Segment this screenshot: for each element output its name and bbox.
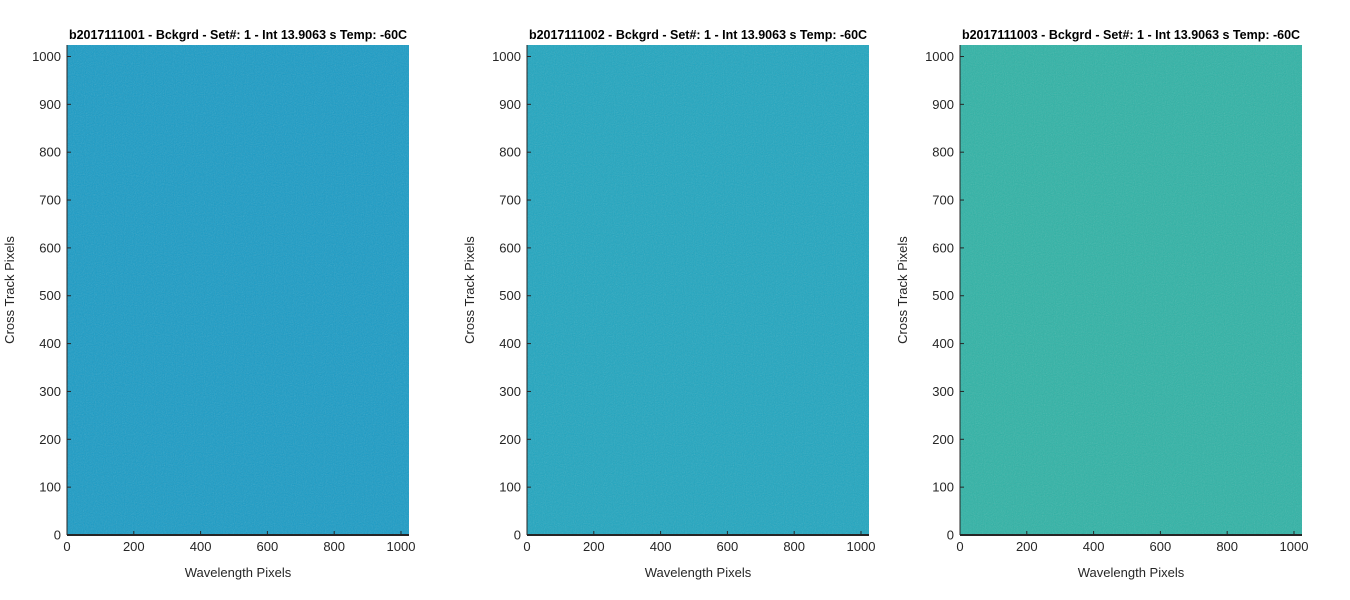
y-tick-label: 900 [932,97,954,112]
y-tick-label: 300 [932,384,954,399]
y-tick-label: 700 [932,193,954,208]
y-tick-label: 200 [499,432,521,447]
x-tick-label: 400 [1083,539,1105,554]
x-tick-label: 400 [190,539,212,554]
y-tick-label: 700 [499,193,521,208]
y-tick-label: 500 [39,288,61,303]
x-tick-label: 1000 [847,539,876,554]
y-tick-label: 1000 [492,49,521,64]
x-tick-label: 0 [63,539,70,554]
x-tick-label: 800 [1216,539,1238,554]
chart-title: b2017111002 - Bckgrd - Set#: 1 - Int 13.… [529,28,867,42]
y-axis-label: Cross Track Pixels [2,236,17,344]
x-tick-label: 0 [956,539,963,554]
y-tick-label: 400 [39,336,61,351]
y-tick-label: 500 [932,288,954,303]
y-tick-label: 900 [39,97,61,112]
y-tick-label: 0 [54,528,61,543]
y-axis-label: Cross Track Pixels [462,236,477,344]
y-tick-label: 500 [499,288,521,303]
y-tick-label: 200 [932,432,954,447]
y-tick-label: 600 [39,240,61,255]
y-tick-label: 800 [39,145,61,160]
y-tick-label: 400 [499,336,521,351]
heatmap-noise [67,45,409,535]
x-axis-label: Wavelength Pixels [1078,565,1185,580]
y-axis-label: Cross Track Pixels [895,236,910,344]
y-tick-label: 100 [39,480,61,495]
y-tick-label: 800 [499,145,521,160]
y-tick-label: 900 [499,97,521,112]
y-tick-label: 300 [499,384,521,399]
chart-title: b2017111003 - Bckgrd - Set#: 1 - Int 13.… [962,28,1300,42]
y-tick-label: 0 [947,528,954,543]
y-tick-label: 0 [514,528,521,543]
y-tick-label: 400 [932,336,954,351]
y-tick-label: 600 [499,240,521,255]
y-tick-label: 100 [499,480,521,495]
y-tick-label: 300 [39,384,61,399]
y-tick-label: 700 [39,193,61,208]
y-tick-label: 1000 [32,49,61,64]
x-tick-label: 200 [123,539,145,554]
x-tick-label: 800 [323,539,345,554]
x-tick-label: 400 [650,539,672,554]
heatmap-noise [960,45,1302,535]
chart-title: b2017111001 - Bckgrd - Set#: 1 - Int 13.… [69,28,407,42]
y-tick-label: 800 [932,145,954,160]
x-tick-label: 200 [1016,539,1038,554]
x-tick-label: 600 [1150,539,1172,554]
y-tick-label: 200 [39,432,61,447]
x-tick-label: 200 [583,539,605,554]
x-tick-label: 800 [783,539,805,554]
x-axis-label: Wavelength Pixels [645,565,752,580]
x-tick-label: 600 [717,539,739,554]
y-tick-label: 1000 [925,49,954,64]
x-tick-label: 1000 [1280,539,1309,554]
x-tick-label: 600 [257,539,279,554]
heatmap-noise [527,45,869,535]
y-tick-label: 600 [932,240,954,255]
x-tick-label: 1000 [387,539,416,554]
x-tick-label: 0 [523,539,530,554]
y-tick-label: 100 [932,480,954,495]
x-axis-label: Wavelength Pixels [185,565,292,580]
